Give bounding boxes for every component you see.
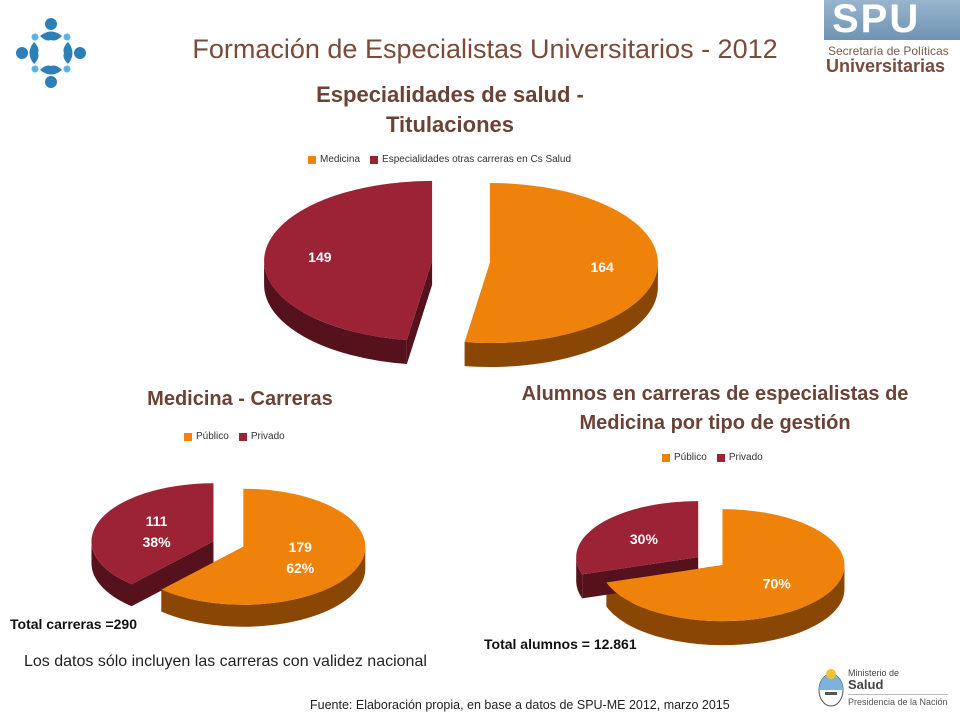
chart3-data-label-1-line-0: 30%: [630, 531, 659, 547]
chart1-legend-label-1: Especialidades otras carreras en Cs Salu…: [382, 154, 572, 165]
legend-swatch-icon: [662, 453, 670, 462]
chart2-data-label-0-line-0: 179: [289, 539, 313, 555]
chart2-title: Medicina - Carreras: [147, 388, 333, 410]
chart3-legend-item-0: Público: [662, 452, 707, 463]
chart1-legend-item-0: Medicina: [308, 154, 360, 165]
chart3-legend-label-0: Público: [674, 452, 707, 463]
chart1-slice-side-1-0: [264, 260, 407, 365]
chart1-slice-side-0-0: [464, 263, 658, 368]
chart1-slice-1: [264, 180, 433, 341]
chart3-legend-item-1: Privado: [716, 452, 763, 463]
chart3-slice-side-1-0: [576, 557, 583, 599]
chart3-data-label-0-line-0: 70%: [763, 575, 792, 591]
chart3-legend: Público Privado: [662, 452, 763, 463]
chart3-legend-label-1: Privado: [728, 452, 763, 463]
chart1-title: Especialidades de salud - Titulaciones: [316, 82, 584, 137]
chart2-slice-1: [91, 483, 214, 585]
chart1-slice-0: [464, 183, 658, 344]
chart1-slice-cut-1-0: [406, 260, 433, 365]
spu-logo: SPU Secretaría de Políticas Universitari…: [824, 0, 960, 76]
chart3-data-label-0: 70%: [763, 575, 792, 591]
chart1-data-label-1: 149: [308, 249, 332, 265]
chart3-data-label-1: 30%: [630, 531, 659, 547]
chart1-legend-label-0: Medicina: [320, 154, 361, 165]
chart1-data-label-1-line-0: 149: [308, 249, 332, 265]
ministry-line1: Ministerio de: [848, 668, 900, 678]
legend-swatch-icon: [238, 432, 247, 441]
chart2-slice-side-0-0: [161, 546, 366, 627]
chart1-data-label-0: 164: [590, 259, 614, 275]
chart3-slice-0: [606, 509, 845, 622]
chart1-data-label-0-line-0: 164: [590, 259, 614, 275]
source-text: Fuente: Elaboración propia, en base a da…: [310, 698, 730, 712]
spu-logo-acronym: SPU: [824, 0, 960, 40]
left-logo: [10, 12, 92, 94]
legend-swatch-icon: [370, 155, 379, 164]
chart2-data-label-0-line-1: 62%: [286, 560, 315, 576]
ministry-logo: Ministerio de Salud Presidencia de la Na…: [816, 664, 956, 712]
circular-people-logo-icon: [16, 18, 86, 88]
chart3-title: Alumnos en carreras de especialistas de …: [521, 383, 909, 434]
spu-logo-line2: Universitarias: [826, 56, 946, 76]
chart2-legend: Público Privado: [184, 431, 285, 442]
legend-swatch-icon: [716, 453, 725, 462]
legend-swatch-icon: [184, 432, 192, 441]
chart2-legend-item-0: Público: [184, 431, 229, 442]
chart3-total-note: Total alumnos = 12.861: [484, 636, 637, 652]
chart3-slice-side-0-0: [606, 565, 845, 646]
chart2-slice-cut-1-0: [131, 541, 214, 607]
chart2-data-label-1-line-1: 38%: [143, 534, 172, 550]
national-shield-icon: [818, 669, 844, 707]
chart2-data-label-0: 179 62%: [286, 539, 315, 576]
chart2-data-label-1: 111 38%: [143, 513, 172, 550]
chart2-legend-label-0: Público: [196, 431, 229, 442]
chart1-legend: Medicina Especialidades otras carreras e…: [308, 154, 571, 165]
ministry-line2: Salud: [848, 677, 884, 692]
page-title: Formación de Especialistas Universitario…: [192, 34, 778, 64]
chart2-slice-0: [161, 488, 366, 605]
chart2-data-label-1-line-0: 111: [146, 513, 168, 529]
chart3-slice-1: [576, 501, 699, 575]
chart2-slice-side-1-0: [91, 541, 132, 607]
chart1-legend-item-1: Especialidades otras carreras en Cs Salu…: [370, 154, 571, 165]
chart2-legend-item-1: Privado: [238, 431, 285, 442]
ministry-line3: Presidencia de la Nación: [848, 694, 948, 707]
legend-swatch-icon: [308, 155, 316, 164]
disclaimer-text: Los datos sólo incluyen las carreras con…: [24, 653, 427, 670]
chart2-total-note: Total carreras =290: [10, 616, 137, 632]
spu-logo-line1: Secretaría de Políticas: [828, 44, 949, 58]
chart2-legend-label-1: Privado: [250, 431, 285, 442]
